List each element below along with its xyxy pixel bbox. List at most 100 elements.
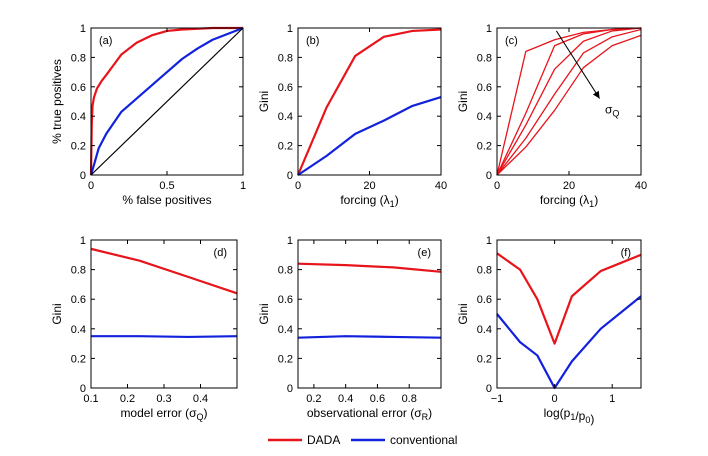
y-tick-label: 0.2	[477, 141, 492, 153]
x-tick-label: −1	[491, 393, 504, 405]
x-axis-label: % false positives	[122, 193, 211, 207]
x-tick-label: 20	[363, 180, 375, 192]
y-tick-label: 1	[287, 23, 293, 35]
x-tick-label: 0.3	[156, 393, 171, 405]
y-tick-label: 0.6	[477, 294, 492, 306]
y-tick-label: 0.4	[71, 111, 86, 123]
y-tick-label: 0.4	[477, 111, 492, 123]
x-label-text: % false positives	[122, 193, 211, 207]
y-tick-label: 0.8	[477, 265, 492, 277]
x-tick-label: 0.1	[83, 393, 98, 405]
x-tick-label: 0.6	[370, 393, 385, 405]
y-tick-label: 0.6	[71, 82, 86, 94]
y-axis-label: Gini	[50, 303, 64, 324]
series-line-conventional	[496, 295, 642, 390]
series-line-conventional	[89, 26, 244, 176]
y-tick-label: 1	[80, 235, 86, 247]
y-tick-label: 0	[486, 170, 492, 182]
x-label-text: /p	[575, 409, 585, 423]
series-line-dada-σq2	[496, 27, 642, 176]
annotation-text: σ	[605, 102, 613, 116]
x-tick-label: 0.4	[338, 393, 353, 405]
y-tick-label: 1	[486, 235, 492, 247]
x-tick-label: 40	[635, 180, 647, 192]
series-line-dada	[297, 262, 442, 273]
x-label-subscript: Q	[197, 412, 204, 422]
y-tick-label: 0	[287, 383, 293, 395]
x-tick-label: 20	[563, 180, 575, 192]
x-tick-label: 0	[88, 180, 94, 192]
series-line-dada-σq3	[496, 27, 642, 176]
y-axis-label: Gini	[456, 303, 470, 324]
panel-label: (c)	[505, 35, 518, 47]
y-tick-label: 0.8	[477, 52, 492, 64]
x-tick-label: 0.8	[402, 393, 417, 405]
legend: DADA conventional	[268, 433, 457, 447]
y-tick-label: 0	[80, 383, 86, 395]
axes-frame	[496, 239, 642, 389]
x-tick-label: 0.4	[193, 393, 208, 405]
panel-label: (b)	[306, 35, 319, 47]
y-tick-label: 0.6	[278, 82, 293, 94]
panel-e: 0.2 0.4 0.6 0.8 0 0.2 0.4 0.6 0.8 1 (e) observation…	[257, 235, 442, 422]
x-label-text: forcing (λ	[340, 193, 389, 207]
panels: 0 0.5 100.20.40.60.81(a)% false positives%…	[50, 23, 647, 426]
y-tick-label: 1	[287, 235, 293, 247]
x-tick-label: 0	[494, 180, 500, 192]
series-line-conventional	[297, 96, 442, 176]
legend-label-conventional: conventional	[390, 433, 457, 447]
annotation-arrow-line	[555, 30, 601, 99]
x-label-end: )	[428, 406, 432, 420]
y-tick-label: 0.4	[477, 324, 492, 336]
series-line-dada	[90, 247, 238, 295]
annotation-sigma-q: σQ	[605, 102, 619, 118]
y-tick-label: 0.8	[71, 265, 86, 277]
y-tick-label: 0.2	[71, 141, 86, 153]
y-tick-label: 0.2	[477, 353, 492, 365]
series-line-dada	[89, 26, 243, 176]
axes-frame	[90, 239, 238, 389]
x-tick-label: 1	[240, 180, 246, 192]
series-line-dada-σq4	[496, 28, 642, 176]
series-line-diagonal	[90, 27, 244, 176]
y-axis-label: Gini	[257, 91, 271, 112]
y-tick-label: 0.8	[278, 265, 293, 277]
panel-label: (f)	[621, 247, 631, 259]
x-tick-label: 0	[552, 393, 558, 405]
x-label-text: log(p	[544, 406, 571, 420]
y-tick-label: 0.6	[71, 294, 86, 306]
panel-d: 0.1 0.2 0.3 0.4 0 0.2 0.4 0.6 0.8 1 (d) model error…	[50, 235, 238, 422]
annotation-subscript: Q	[612, 108, 619, 118]
panel-label: (a)	[99, 35, 112, 47]
y-tick-label: 1	[486, 23, 492, 35]
x-label-end: )	[395, 193, 399, 207]
axes-frame	[297, 27, 442, 176]
y-tick-label: 0.6	[477, 82, 492, 94]
y-tick-label: 0	[486, 383, 492, 395]
axes-frame	[297, 239, 442, 389]
y-tick-label: 0.2	[278, 353, 293, 365]
x-axis-label: forcing (λ1)	[340, 193, 398, 209]
y-tick-label: 0.2	[278, 141, 293, 153]
y-tick-label: 1	[80, 23, 86, 35]
series-line-conventional	[297, 335, 442, 339]
x-label-subscript: R	[422, 412, 429, 422]
y-tick-label: 0.4	[71, 324, 86, 336]
x-tick-label: 40	[435, 180, 447, 192]
x-label-end: )	[594, 193, 598, 207]
y-tick-label: 0.8	[71, 52, 86, 64]
y-tick-label: 0.6	[278, 294, 293, 306]
x-tick-label: 0.5	[159, 180, 174, 192]
legend-label-dada: DADA	[307, 433, 340, 447]
x-axis-label: model error (σQ)	[120, 406, 207, 422]
series-line-dada	[296, 28, 442, 176]
y-tick-label: 0.4	[278, 324, 293, 336]
x-tick-label: 1	[609, 393, 615, 405]
panel-a: 0 0.5 1 0 0.2 0.4 0.6 0.8 1 (a) % false positives%…	[50, 23, 246, 207]
panel-label: (e)	[418, 247, 431, 259]
series-line-dada	[496, 252, 642, 345]
x-label-text: forcing (λ	[540, 193, 589, 207]
